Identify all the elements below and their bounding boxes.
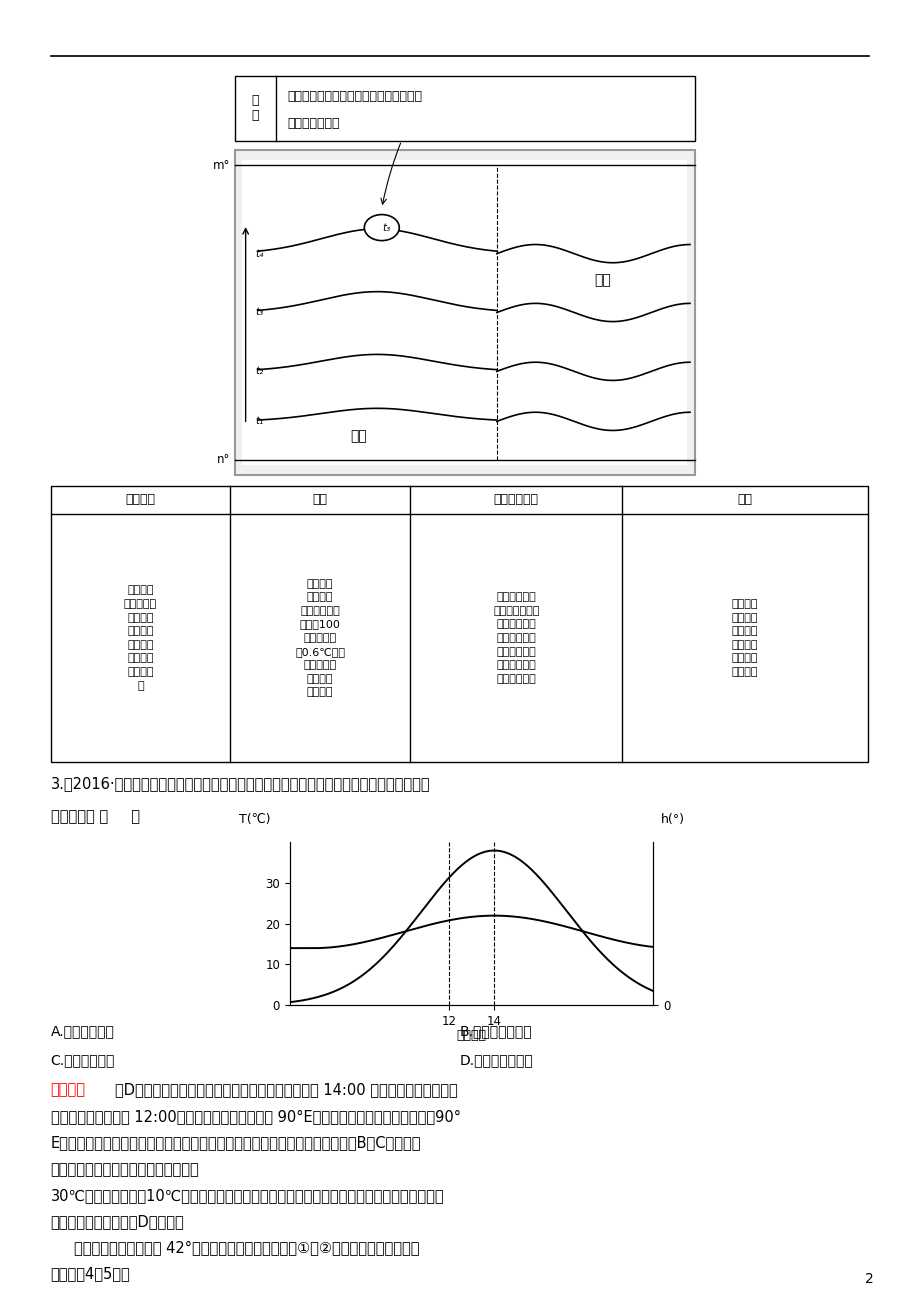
Text: 类型可能是 （     ）: 类型可能是 （ ）	[51, 809, 140, 824]
Text: t₄: t₄	[255, 249, 263, 259]
Text: T(℃): T(℃)	[239, 814, 270, 827]
Text: 【解析】: 【解析】	[51, 1082, 85, 1098]
Text: C.温带季风气候: C.温带季风气候	[51, 1053, 115, 1066]
Text: 2: 2	[864, 1272, 873, 1285]
Bar	[51, 486, 867, 762]
Text: 暖流流经
的地区气
温高，等
温线向高
纬凸出。
寒流相反: 暖流流经 的地区气 温高，等 温线向高 纬凸出。 寒流相反	[731, 599, 757, 677]
Text: 3.（2016·福建联考）下图表示我国某地在某一天气温和太阳高度变化曲线，则该地区的气候: 3.（2016·福建联考）下图表示我国某地在某一天气温和太阳高度变化曲线，则该地…	[51, 776, 430, 792]
Text: t₂: t₂	[255, 366, 263, 376]
Text: 随着海拔
的升高气
温下降，海拔
每升高100
米气温约下
降0.6℃，受
地形影响，
等温线向
低纬弯曲: 随着海拔 的升高气 温下降，海拔 每升高100 米气温约下 降0.6℃，受 地形…	[295, 578, 345, 698]
Ellipse shape	[364, 215, 399, 241]
Text: t₃: t₃	[382, 223, 390, 233]
Text: 图，回答4、5题。: 图，回答4、5题。	[51, 1266, 130, 1281]
Text: D.温带大陆性气候: D.温带大陆性气候	[460, 1053, 533, 1066]
Text: n°: n°	[216, 453, 230, 466]
Text: 据气温曲线可知该地该日最高气温高于: 据气温曲线可知该地该日最高气温高于	[51, 1161, 199, 1177]
Text: t₃: t₃	[255, 307, 263, 318]
Text: t₁: t₁	[255, 417, 263, 426]
Text: B.亚热带季风气候: B.亚热带季风气候	[460, 1025, 532, 1038]
Text: 海洋: 海洋	[594, 273, 610, 286]
Text: 的温带大陆性气候，故D项正确。: 的温带大陆性气候，故D项正确。	[51, 1213, 184, 1229]
Text: h(°): h(°)	[660, 814, 684, 827]
Text: 30℃，最低气温大于10℃，故不可能是海拔高的青藏高原地区，而应为我国西北地区，为典型: 30℃，最低气温大于10℃，故不可能是海拔高的青藏高原地区，而应为我国西北地区，…	[51, 1187, 444, 1203]
Text: 时刻，即当地地方时 12:00，可以算出该地的经度为 90°E。题干中提到该地为我国某地，90°: 时刻，即当地地方时 12:00，可以算出该地的经度为 90°E。题干中提到该地为…	[51, 1109, 460, 1125]
Text: A.高山高原气候: A.高山高原气候	[51, 1025, 114, 1038]
Text: 受纬度因
素的影响，
温度从低
纬向高纬
递减，等
温线大致
与纬线平
行: 受纬度因 素的影响， 温度从低 纬向高纬 递减，等 温线大致 与纬线平 行	[124, 586, 157, 690]
Text: 下图为欧洲南部沿北纬 42°纬线部分地区剖面示意图和①、②两地降水量统计图。读: 下图为欧洲南部沿北纬 42°纬线部分地区剖面示意图和①、②两地降水量统计图。读	[74, 1240, 419, 1255]
Text: 受城市热岛效应的影响，市区气温高，形: 受城市热岛效应的影响，市区气温高，形	[287, 91, 422, 103]
Text: 成封闭的高值区: 成封闭的高值区	[287, 117, 339, 129]
X-axis label: 北京时间: 北京时间	[456, 1030, 486, 1043]
Text: 海陆热力差异: 海陆热力差异	[494, 493, 539, 506]
Text: m°: m°	[212, 159, 230, 172]
Text: 夏季，陆地增
温快，气温高，
等温线凸向高
纬；海洋增温
慢，气温低，
等温线凸向低
纬。冬季相反: 夏季，陆地增 温快，气温高， 等温线凸向高 纬；海洋增温 慢，气温低， 等温线凸…	[493, 592, 539, 684]
Text: 其
他: 其 他	[251, 94, 259, 122]
Bar	[234, 76, 694, 141]
Bar	[242, 160, 686, 465]
Text: 洋流: 洋流	[737, 493, 752, 506]
Text: 纬度因素: 纬度因素	[125, 493, 155, 506]
Bar	[234, 150, 694, 475]
Text: E在我国主要穿过西北地区和青藏高原区，季风区主要分布在我国东部地区，故B、C项排除；: E在我国主要穿过西北地区和青藏高原区，季风区主要分布在我国东部地区，故B、C项排…	[51, 1135, 421, 1151]
Text: 地形: 地形	[312, 493, 327, 506]
Text: 陆地: 陆地	[350, 430, 367, 443]
Text: 选D。据图中太阳高度日变化曲线可以看出北京时间 14:00 时为一天中太阳最高点: 选D。据图中太阳高度日变化曲线可以看出北京时间 14:00 时为一天中太阳最高点	[115, 1082, 458, 1098]
